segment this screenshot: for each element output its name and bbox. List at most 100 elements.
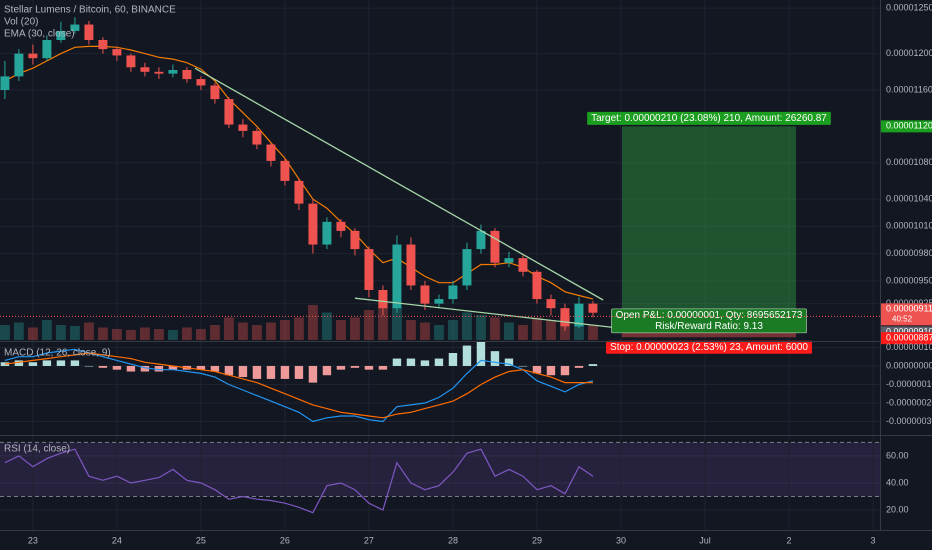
candle-body <box>406 244 416 286</box>
candle-body <box>252 130 262 145</box>
candle-body <box>294 180 304 204</box>
volume-bar <box>364 310 374 340</box>
volume-bar <box>196 329 206 340</box>
candle-body <box>448 285 458 300</box>
candle-body <box>126 55 136 68</box>
volume-bar <box>294 317 304 340</box>
candle-body <box>392 244 402 309</box>
candle-body <box>532 271 542 300</box>
x-tick-label: 24 <box>112 535 122 545</box>
countdown-label: 40:52 <box>892 314 913 323</box>
y-tick-label: 0.00000000 <box>886 360 932 370</box>
y-tick-label: 0.00000010 <box>886 342 932 352</box>
candle-body <box>70 24 80 31</box>
x-tick-label: 2 <box>786 535 791 545</box>
rr-label: Risk/Reward Ratio: 9.13 <box>655 321 763 332</box>
macd-histogram-bar <box>546 365 556 376</box>
volume-bar <box>378 302 388 340</box>
candle-body <box>350 230 360 250</box>
volume-bar <box>574 322 584 340</box>
volume-bar <box>112 329 122 340</box>
candle-body <box>98 40 108 50</box>
macd-histogram-bar <box>252 365 262 379</box>
volume-bar <box>406 320 416 340</box>
macd-histogram-bar <box>490 351 500 366</box>
macd-histogram-bar <box>168 365 178 370</box>
macd-histogram-bar <box>266 365 276 379</box>
macd-histogram-bar <box>154 365 164 372</box>
y-tick-label: 0.00001040 <box>886 193 932 203</box>
volume-bar <box>56 325 66 340</box>
macd-histogram-bar <box>434 358 444 366</box>
macd-histogram-bar <box>294 365 304 379</box>
candle-body <box>112 49 122 56</box>
candle-body <box>378 290 388 309</box>
volume-bar <box>42 320 52 340</box>
pnl-label: Open P&L: 0.00000001, Qty: 8695652173 <box>616 310 803 321</box>
volume-bar <box>210 325 220 340</box>
candle-body <box>588 303 598 313</box>
macd-histogram-bar <box>0 362 10 366</box>
signal-line <box>4 352 593 419</box>
y-tick-label: -0.00000030 <box>886 416 932 426</box>
volume-bar <box>28 327 38 340</box>
axes: 0.00001250 0.00001200 0.00001160 0.00001080… <box>28 3 932 545</box>
y-tick-label: 0.00001160 <box>886 84 932 94</box>
candle-body <box>84 24 94 40</box>
macd-line <box>4 348 594 423</box>
candle-body <box>210 85 220 100</box>
y-tick-label: 0.00001200 <box>886 48 932 58</box>
macd-histogram-bar <box>70 360 80 366</box>
volume-bar <box>532 317 542 340</box>
macd-histogram-bar <box>126 365 136 372</box>
macd-histogram-bar <box>322 365 332 376</box>
macd-histogram-bar <box>518 365 528 367</box>
candle-body <box>280 160 290 181</box>
y-tick-label: 0.00000925 <box>886 298 932 308</box>
macd-histogram-bar <box>392 358 402 366</box>
x-tick-label: 23 <box>28 535 38 545</box>
y-tick-label: 0.00001080 <box>886 157 932 167</box>
volume-bar <box>168 330 178 340</box>
volume-bar <box>252 325 262 340</box>
y-tick-label: 60.00 <box>886 450 909 460</box>
candle-body <box>490 230 500 263</box>
candle-body <box>518 258 528 272</box>
price-axis-label: 0.00000910 <box>886 327 932 337</box>
candle-body <box>168 70 178 74</box>
volume-bar <box>14 322 24 340</box>
candle-body <box>476 230 486 250</box>
macd-histogram-bar <box>84 365 94 367</box>
volume-bar <box>336 320 346 340</box>
candle-body <box>560 308 570 327</box>
candle-body <box>266 144 276 161</box>
y-tick-label: 0.00000980 <box>886 248 932 258</box>
volume-bar <box>98 327 108 340</box>
volume-bar <box>182 327 192 340</box>
volume-bar <box>490 317 500 340</box>
pnl-label-box <box>611 308 807 334</box>
volume-bar <box>504 322 514 340</box>
volume-bar <box>546 320 556 340</box>
overlay: Target: 0.00000210 (23.08%) 210, Amount:… <box>0 67 880 354</box>
stop-label: Stop: 0.00000023 (2.53%) 23, Amount: 600… <box>610 342 808 353</box>
macd-legend: MACD (12, 26, close, 9) <box>4 348 111 359</box>
macd-histogram-bar <box>56 360 66 366</box>
x-tick-label: 27 <box>364 535 374 545</box>
volume-bar <box>70 326 80 340</box>
candle-body <box>182 70 192 80</box>
volume-bar <box>84 322 94 340</box>
x-tick-label: 28 <box>448 535 458 545</box>
profit-zone <box>622 126 796 317</box>
macd-histogram-bar <box>196 365 206 370</box>
candle-body <box>154 71 164 74</box>
symbol-title: Stellar Lumens / Bitcoin, 60, BINANCE <box>4 5 176 16</box>
stop-label-box <box>606 340 812 354</box>
volume-bar <box>140 327 150 340</box>
macd-histogram-bar <box>42 360 52 366</box>
candle-body <box>574 303 584 327</box>
volume-legend: Vol (20) <box>4 17 38 28</box>
macd-histogram-bar <box>476 341 486 366</box>
candle-body <box>224 99 234 125</box>
